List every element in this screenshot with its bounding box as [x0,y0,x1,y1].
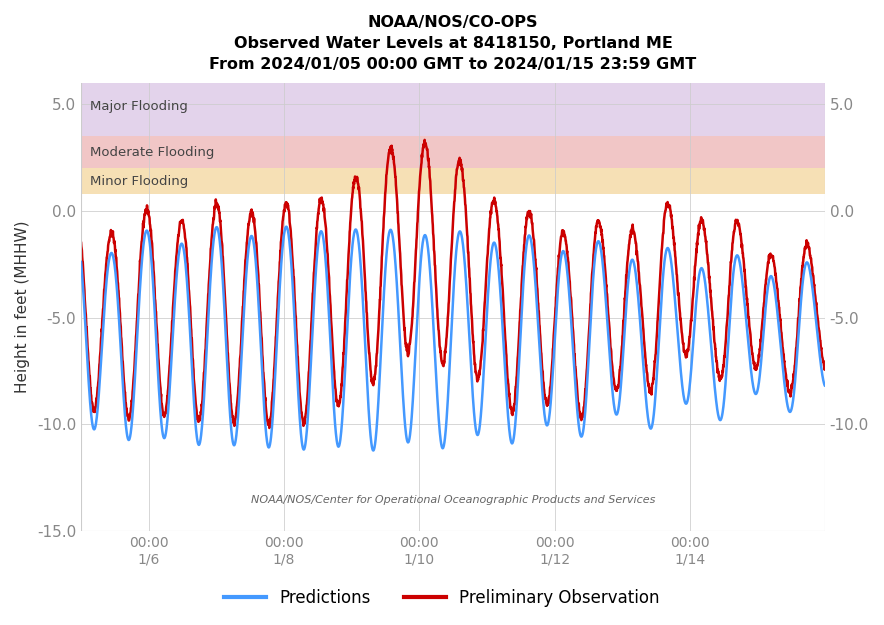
Preliminary Observation [687,311,697,318]
Predictions [281,223,292,231]
Bar [81,136,825,168]
Preliminary Observation [97,318,108,325]
Text: Moderate Flooding: Moderate Flooding [89,146,214,159]
Predictions [76,258,87,266]
Predictions [368,447,378,454]
Predictions [164,387,175,394]
Predictions [591,243,602,251]
Preliminary Observation [819,364,830,372]
Text: Minor Flooding: Minor Flooding [89,174,187,188]
Preliminary Observation [76,238,87,246]
Title: NOAA/NOS/CO-OPS
Observed Water Levels at 8418150, Portland ME
From 2024/01/05 00: NOAA/NOS/CO-OPS Observed Water Levels at… [210,15,697,72]
Preliminary Observation [718,361,728,369]
Predictions [819,382,830,389]
Predictions [718,402,728,410]
Predictions [97,339,108,346]
Predictions [510,422,521,429]
Line: Preliminary Observation: Preliminary Observation [81,140,825,428]
Legend: Predictions, Preliminary Observation: Predictions, Preliminary Observation [217,582,667,614]
Line: Predictions: Predictions [81,227,825,451]
Preliminary Observation [264,424,275,432]
Y-axis label: Height in feet (MHHW): Height in feet (MHHW) [15,221,30,393]
Preliminary Observation [419,136,430,144]
Text: Major Flooding: Major Flooding [89,100,187,113]
Bar [81,168,825,194]
Bar [81,83,825,136]
Preliminary Observation [510,392,521,400]
Text: NOAA/NOS/Center for Operational Oceanographic Products and Services: NOAA/NOS/Center for Operational Oceanogr… [251,495,655,505]
Preliminary Observation [164,362,175,370]
Predictions [687,357,697,365]
Preliminary Observation [591,224,602,231]
